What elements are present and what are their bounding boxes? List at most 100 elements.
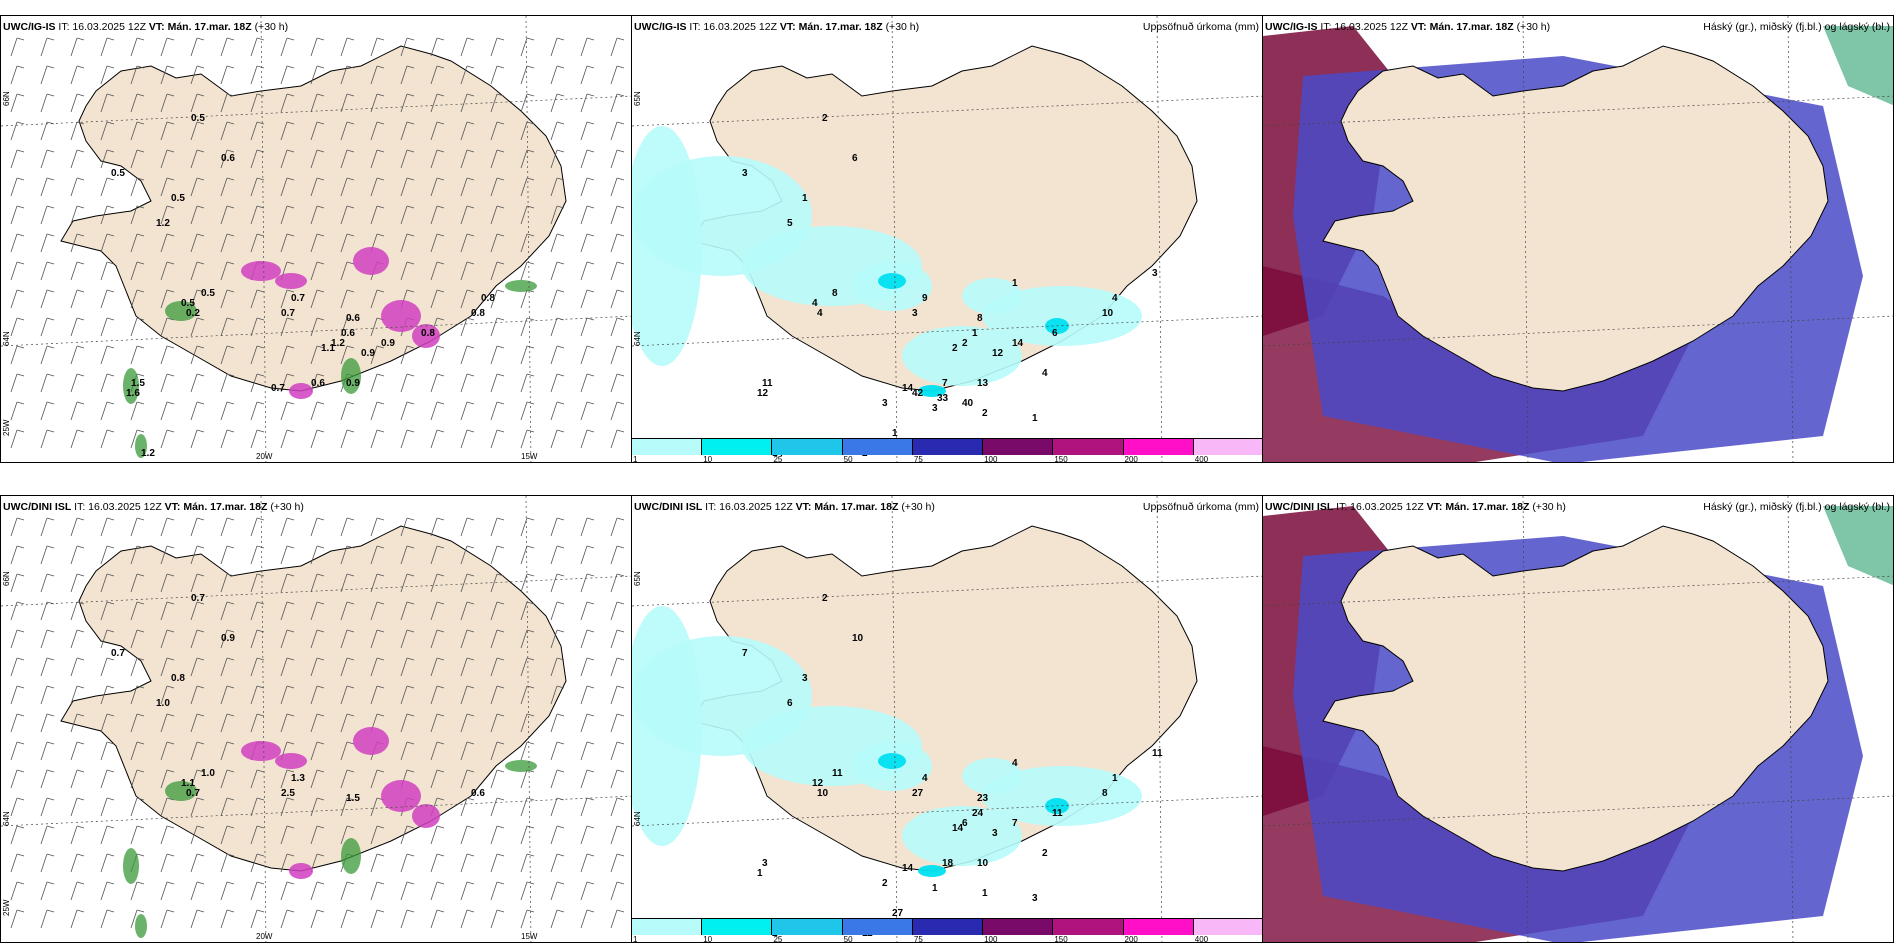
wind-barb <box>160 545 175 565</box>
wind-barb <box>340 37 355 57</box>
wind-barb <box>70 629 85 649</box>
wind-barb <box>250 573 265 593</box>
value-label: 12 <box>757 388 769 399</box>
graticule-line <box>1 795 631 827</box>
wind-barb <box>70 289 85 309</box>
wind-barb <box>130 401 145 421</box>
wind-barb <box>220 317 235 337</box>
wind-barb <box>70 121 85 141</box>
wind-barb <box>40 345 55 365</box>
wind-barb <box>520 881 535 901</box>
wind-barb <box>190 685 205 705</box>
wind-barb <box>40 573 55 593</box>
value-label: 5 <box>787 218 793 229</box>
value-label: 11 <box>832 768 843 779</box>
wind-barb <box>610 685 625 705</box>
wind-barb <box>310 345 325 365</box>
wind-barb <box>280 121 295 141</box>
wind-barb <box>580 121 595 141</box>
wind-barb <box>550 797 565 817</box>
panel-header: UWC/DINI ISL IT: 16.03.2025 12Z VT: Mán.… <box>3 501 304 513</box>
longitude-label: 20W <box>256 932 273 941</box>
init-time: IT: 16.03.2025 12Z <box>1320 21 1408 33</box>
wind-barb <box>220 345 235 365</box>
wind-barb <box>160 601 175 621</box>
wind-barb <box>520 769 535 789</box>
latitude-label: 25W <box>2 419 11 436</box>
value-label: 11 <box>762 378 773 389</box>
wind-barb <box>100 685 115 705</box>
value-label: 1 <box>1012 278 1018 289</box>
wind-barb <box>100 177 115 197</box>
value-label: 0.5 <box>201 288 215 299</box>
value-label: 1 <box>892 428 898 439</box>
wind-barb <box>490 797 505 817</box>
wind-barb <box>610 713 625 733</box>
wind-barb <box>160 121 175 141</box>
wind-barb <box>460 401 475 421</box>
value-label: 1 <box>982 888 988 899</box>
map-canvas: 0.70.90.70.81.01.31.10.7 0.61.01.52.5 <box>1 496 631 942</box>
wind-barb <box>130 545 145 565</box>
value-label: 3 <box>742 168 748 179</box>
wind-barb <box>130 629 145 649</box>
longitude-label: 15W <box>521 452 538 461</box>
wind-barb <box>10 909 25 929</box>
rain-precip-patch <box>165 781 197 801</box>
value-label: 1 <box>932 883 938 894</box>
wind-barb <box>610 233 625 253</box>
valid-time-label: VT: <box>779 21 796 33</box>
wind-barb <box>370 881 385 901</box>
value-label: 40 <box>962 398 974 409</box>
wind-barb <box>130 65 145 85</box>
valid-time-label: VT: <box>148 21 165 33</box>
wind-barb <box>160 373 175 393</box>
wind-barb <box>550 401 565 421</box>
wind-barb <box>490 769 505 789</box>
value-label: 0.8 <box>421 328 435 339</box>
wind-barb <box>160 177 175 197</box>
wind-barb <box>430 205 445 225</box>
value-label: 14 <box>902 863 914 874</box>
value-label: 0.7 <box>291 293 305 304</box>
wind-barb <box>70 401 85 421</box>
wind-barb <box>190 65 205 85</box>
wind-barb <box>340 825 355 845</box>
colorbar-segment: 50 <box>842 919 913 942</box>
rain-precip-patch <box>505 280 537 292</box>
wind-barb <box>370 601 385 621</box>
snow-precip-patch <box>381 780 421 812</box>
wind-barb <box>190 881 205 901</box>
wind-barb <box>580 713 595 733</box>
wind-barb <box>550 741 565 761</box>
wind-barb <box>580 573 595 593</box>
value-label: 0.2 <box>186 308 200 319</box>
wind-barb <box>280 881 295 901</box>
wind-barb <box>130 769 145 789</box>
wind-barb <box>490 853 505 873</box>
wind-barb <box>430 233 445 253</box>
map-canvas: 0.50.60.50.51.20.70.50.2 0.80.50.60.70.61… <box>1 16 631 462</box>
value-label: 7 <box>742 648 748 659</box>
colorbar-tick: 1 <box>633 455 638 463</box>
colorbar: 1 10 25 50 75 100 150 200 400 <box>632 918 1262 942</box>
wind-barb <box>160 825 175 845</box>
wind-barb <box>280 177 295 197</box>
wind-barb <box>400 177 415 197</box>
wind-barb <box>340 685 355 705</box>
wind-barb <box>340 909 355 929</box>
wind-barb <box>430 909 445 929</box>
wind-barb <box>340 517 355 537</box>
value-label: 12 <box>992 348 1004 359</box>
wind-barb <box>520 573 535 593</box>
wind-barb <box>220 233 235 253</box>
wind-barb <box>190 93 205 113</box>
wind-barb <box>220 545 235 565</box>
colorbar-segment: 10 <box>702 919 773 942</box>
wind-barb <box>520 429 535 449</box>
wind-barb <box>100 881 115 901</box>
wind-barb <box>130 825 145 845</box>
wind-barb <box>460 205 475 225</box>
colorbar-tick: 10 <box>703 455 713 463</box>
value-label: 0.5 <box>181 298 195 309</box>
